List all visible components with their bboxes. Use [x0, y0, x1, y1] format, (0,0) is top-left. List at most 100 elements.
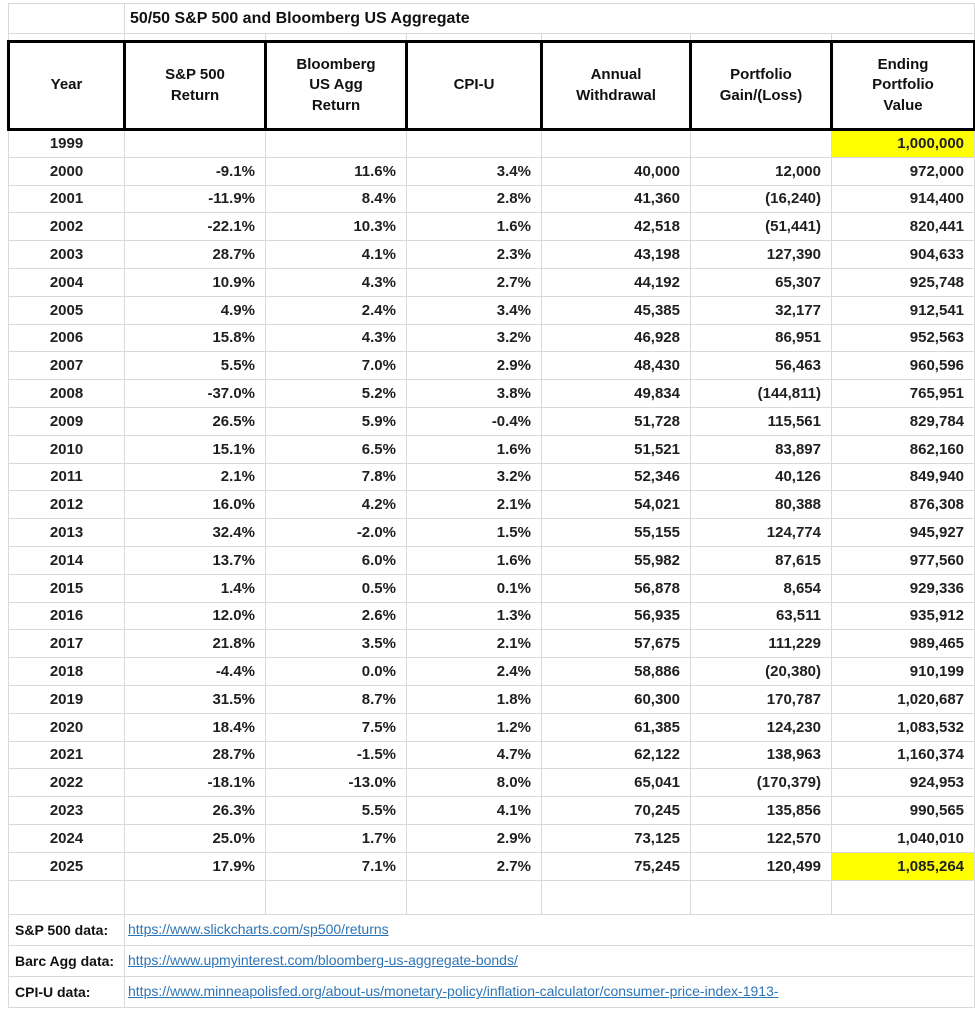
cell-year[interactable]: 2025	[8, 851, 125, 881]
cell-cpi-u[interactable]: 1.8%	[406, 684, 542, 714]
cell-annual-withdrawal[interactable]: 44,192	[541, 267, 691, 297]
cell-ending-portfolio-value[interactable]: 972,000	[830, 156, 975, 186]
cell-cpi-u[interactable]: 2.9%	[406, 823, 542, 853]
cell-cpi-u[interactable]: 0.1%	[406, 573, 542, 603]
cell-annual-withdrawal[interactable]	[541, 129, 691, 158]
cell-ending-portfolio-value[interactable]: 820,441	[830, 212, 975, 242]
cell-cpi-u[interactable]: 4.7%	[406, 740, 542, 770]
cell-ending-portfolio-value[interactable]: 924,953	[830, 768, 975, 798]
cell-ending-portfolio-value[interactable]: 914,400	[830, 184, 975, 214]
cell-us-agg-return[interactable]: 1.7%	[265, 823, 407, 853]
cell-cpi-u[interactable]: 3.4%	[406, 295, 542, 325]
cell-sp500-return[interactable]: 25.0%	[124, 823, 266, 853]
cell-annual-withdrawal[interactable]: 46,928	[541, 323, 691, 353]
cell-us-agg-return[interactable]: 4.2%	[265, 490, 407, 520]
cell-portfolio-gain-loss[interactable]	[690, 129, 832, 158]
cell-cpi-u[interactable]: 2.1%	[406, 629, 542, 659]
cell-cpi-u[interactable]: 2.8%	[406, 184, 542, 214]
cell-annual-withdrawal[interactable]: 43,198	[541, 240, 691, 269]
cell-sp500-return[interactable]: 26.3%	[124, 796, 266, 825]
column-header-year[interactable]: Year	[7, 40, 126, 131]
cell-cpi-u[interactable]: -0.4%	[406, 406, 542, 436]
column-header-sp500-return[interactable]: S&P 500 Return	[123, 40, 267, 131]
cell-ending-portfolio-value[interactable]: 1,020,687	[830, 684, 975, 714]
column-header-ending-portfolio-value[interactable]: Ending Portfolio Value	[829, 40, 975, 131]
cell-portfolio-gain-loss[interactable]: 170,787	[690, 684, 832, 714]
cell-annual-withdrawal[interactable]: 61,385	[541, 712, 691, 742]
cell-annual-withdrawal[interactable]: 54,021	[541, 490, 691, 520]
cell-portfolio-gain-loss[interactable]: (20,380)	[690, 657, 832, 686]
cell-year[interactable]: 2010	[8, 434, 125, 464]
cell-sp500-return[interactable]: -22.1%	[124, 212, 266, 242]
cell-ending-portfolio-value[interactable]: 1,160,374	[830, 740, 975, 770]
cell-us-agg-return[interactable]: 0.5%	[265, 573, 407, 603]
cell-cpi-u[interactable]: 2.1%	[406, 490, 542, 520]
cell-year[interactable]: 2017	[8, 629, 125, 659]
cell-cpi-u[interactable]: 3.2%	[406, 462, 542, 492]
cell-year[interactable]: 2019	[8, 684, 125, 714]
cell-annual-withdrawal[interactable]: 45,385	[541, 295, 691, 325]
cell-annual-withdrawal[interactable]: 62,122	[541, 740, 691, 770]
cell-us-agg-return[interactable]: -2.0%	[265, 518, 407, 547]
cell-sp500-return[interactable]: -9.1%	[124, 156, 266, 186]
cell-us-agg-return[interactable]: 5.2%	[265, 379, 407, 408]
cell-us-agg-return[interactable]: 2.6%	[265, 601, 407, 631]
cell-us-agg-return[interactable]	[265, 129, 407, 158]
cell-cpi-u[interactable]: 1.6%	[406, 545, 542, 575]
cell-us-agg-return[interactable]: 7.8%	[265, 462, 407, 492]
cell-us-agg-return[interactable]: 8.4%	[265, 184, 407, 214]
cell-portfolio-gain-loss[interactable]: 138,963	[690, 740, 832, 770]
cell-ending-portfolio-value[interactable]: 1,083,532	[830, 712, 975, 742]
cell-portfolio-gain-loss[interactable]: 122,570	[690, 823, 832, 853]
cell-sp500-return[interactable]: 17.9%	[124, 851, 266, 881]
cell-ending-portfolio-value[interactable]: 977,560	[830, 545, 975, 575]
cell-ending-portfolio-value[interactable]: 829,784	[830, 406, 975, 436]
cell-portfolio-gain-loss[interactable]: 63,511	[690, 601, 832, 631]
cell-year[interactable]: 2012	[8, 490, 125, 520]
cell-us-agg-return[interactable]: 7.1%	[265, 851, 407, 881]
cell-sp500-return[interactable]: 18.4%	[124, 712, 266, 742]
cell-us-agg-return[interactable]: 4.1%	[265, 240, 407, 269]
cell-annual-withdrawal[interactable]: 49,834	[541, 379, 691, 408]
cell-ending-portfolio-value[interactable]: 925,748	[830, 267, 975, 297]
cell-annual-withdrawal[interactable]: 52,346	[541, 462, 691, 492]
cell-sp500-return[interactable]: 5.5%	[124, 351, 266, 381]
cell-sp500-return[interactable]: 32.4%	[124, 518, 266, 547]
cell-annual-withdrawal[interactable]: 40,000	[541, 156, 691, 186]
cell-annual-withdrawal[interactable]: 75,245	[541, 851, 691, 881]
cell-portfolio-gain-loss[interactable]: 87,615	[690, 545, 832, 575]
cell-sp500-return[interactable]: 13.7%	[124, 545, 266, 575]
cell-portfolio-gain-loss[interactable]: 8,654	[690, 573, 832, 603]
cell-ending-portfolio-value[interactable]: 990,565	[830, 796, 975, 825]
sheet-title[interactable]: 50/50 S&P 500 and Bloomberg US Aggregate	[123, 3, 975, 34]
cell-sp500-return[interactable]: 16.0%	[124, 490, 266, 520]
cell-annual-withdrawal[interactable]: 55,155	[541, 518, 691, 547]
cell-cpi-u[interactable]: 2.3%	[406, 240, 542, 269]
cell-annual-withdrawal[interactable]: 70,245	[541, 796, 691, 825]
cell-year[interactable]: 2002	[8, 212, 125, 242]
cell-year[interactable]: 2001	[8, 184, 125, 214]
cell-us-agg-return[interactable]: 7.0%	[265, 351, 407, 381]
cell-sp500-return[interactable]: 28.7%	[124, 740, 266, 770]
cell-us-agg-return[interactable]: 4.3%	[265, 323, 407, 353]
cell-portfolio-gain-loss[interactable]: 86,951	[690, 323, 832, 353]
cell-year[interactable]: 2011	[8, 462, 125, 492]
cell-portfolio-gain-loss[interactable]: 127,390	[690, 240, 832, 269]
cell-year[interactable]: 2016	[8, 601, 125, 631]
cell-sp500-return[interactable]: 28.7%	[124, 240, 266, 269]
cell-sp500-return[interactable]: -11.9%	[124, 184, 266, 214]
cell-ending-portfolio-value[interactable]: 945,927	[830, 518, 975, 547]
cell-cpi-u[interactable]: 8.0%	[406, 768, 542, 798]
cell-year[interactable]: 1999	[8, 129, 125, 158]
cell-cpi-u[interactable]: 2.9%	[406, 351, 542, 381]
cell-portfolio-gain-loss[interactable]: 120,499	[690, 851, 832, 881]
cell-year[interactable]: 2021	[8, 740, 125, 770]
cell-portfolio-gain-loss[interactable]: 83,897	[690, 434, 832, 464]
cell-cpi-u[interactable]: 2.4%	[406, 657, 542, 686]
cell-portfolio-gain-loss[interactable]: 80,388	[690, 490, 832, 520]
cell-year[interactable]: 2007	[8, 351, 125, 381]
cell-year[interactable]: 2015	[8, 573, 125, 603]
cell-sp500-return[interactable]: -18.1%	[124, 768, 266, 798]
cell-portfolio-gain-loss[interactable]: 32,177	[690, 295, 832, 325]
cell-portfolio-gain-loss[interactable]: (16,240)	[690, 184, 832, 214]
